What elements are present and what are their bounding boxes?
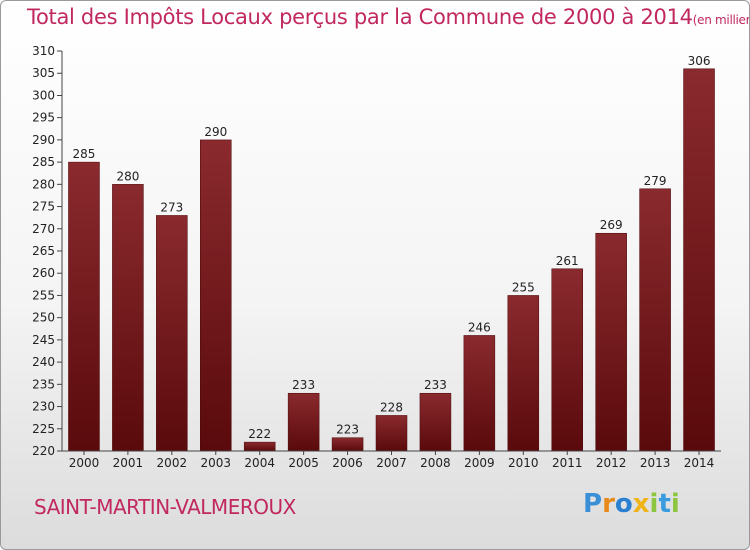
bar [507,295,540,452]
bar-value-label: 228 [380,400,403,414]
x-tick-label: 2003 [200,456,231,470]
x-tick-label: 2004 [244,456,275,470]
bar [68,161,100,452]
y-tick-label: 290 [32,133,55,147]
bar-value-label: 285 [73,147,96,161]
logo-letter: t [658,489,671,519]
y-tick-label: 245 [32,333,55,347]
bar-value-label: 273 [160,200,183,214]
y-tick-label: 225 [32,422,55,436]
bar-value-label: 279 [644,174,667,188]
bar [683,68,715,452]
x-axis: 2000 2001 2002 2003 2004 2005 2006 2007 2008 2009… [62,450,721,470]
bar [375,415,408,452]
y-tick-label: 270 [32,222,55,236]
bar [156,215,188,452]
x-tick-label: 2009 [464,456,495,470]
bar [551,268,583,452]
bar [463,335,496,452]
proxiti-logo: Proxiti [583,489,680,519]
bar [243,441,276,452]
y-tick-label: 300 [32,88,55,102]
bar-value-label: 306 [688,54,711,68]
y-tick-label: 305 [32,66,55,80]
bar [287,392,320,452]
y-tick-label: 275 [32,200,55,214]
bar-value-label: 290 [204,125,227,139]
x-tick-label: 2012 [596,456,627,470]
x-tick-label: 2005 [288,456,319,470]
y-tick-label: 255 [32,288,55,302]
x-tick-label: 2013 [640,456,671,470]
y-tick-label: 280 [32,177,55,191]
chart-title: Total des Impôts Locaux perçus par la Co… [27,5,750,29]
bar [112,184,144,452]
chart-title-text: Total des Impôts Locaux perçus par la Co… [27,5,693,29]
bar-value-label: 223 [336,423,359,437]
y-tick-label: 295 [32,111,55,125]
bar-value-label: 269 [600,218,623,232]
x-tick-label: 2000 [69,456,100,470]
logo-letter: P [583,489,603,519]
x-tick-label: 2008 [420,456,451,470]
bar-value-label: 246 [468,320,491,334]
y-tick-label: 230 [32,400,55,414]
y-tick-label: 265 [32,244,55,258]
logo-letter: o [614,489,633,519]
y-tick-label: 260 [32,266,55,280]
bars-group: 285 280 273 290 222 233 223 228 233 246 255 261 269 2… [68,54,715,452]
logo-letter: i [649,489,659,519]
bar [200,139,232,452]
chart-unit: (en milliers d'€) [692,13,750,27]
x-tick-label: 2011 [552,456,583,470]
y-tick-label: 310 [32,44,55,58]
bar-value-label: 280 [116,169,139,183]
bar-value-label: 233 [424,378,447,392]
y-axis: 220 225 230 235 240 245 250 255 260 265 270 275 280 2… [32,44,63,458]
x-tick-label: 2014 [684,456,715,470]
x-tick-label: 2010 [508,456,539,470]
x-tick-label: 2006 [332,456,363,470]
y-tick-label: 250 [32,311,55,325]
bar-value-label: 255 [512,280,535,294]
y-tick-label: 220 [32,444,55,458]
logo-letter: x [632,489,650,519]
bar-value-label: 233 [292,378,315,392]
logo-letter: i [670,489,680,519]
bar [639,188,671,452]
logo-letter: r [602,489,615,519]
x-tick-label: 2007 [376,456,407,470]
y-tick-label: 235 [32,377,55,391]
y-tick-label: 285 [32,155,55,169]
bar [595,232,627,452]
commune-name: SAINT-MARTIN-VALMEROUX [34,495,296,519]
bar [331,437,364,452]
y-tick-label: 240 [32,355,55,369]
bar [419,392,452,452]
x-tick-label: 2002 [157,456,188,470]
bar-value-label: 222 [248,427,271,441]
x-tick-label: 2001 [113,456,144,470]
bar-value-label: 261 [556,254,579,268]
